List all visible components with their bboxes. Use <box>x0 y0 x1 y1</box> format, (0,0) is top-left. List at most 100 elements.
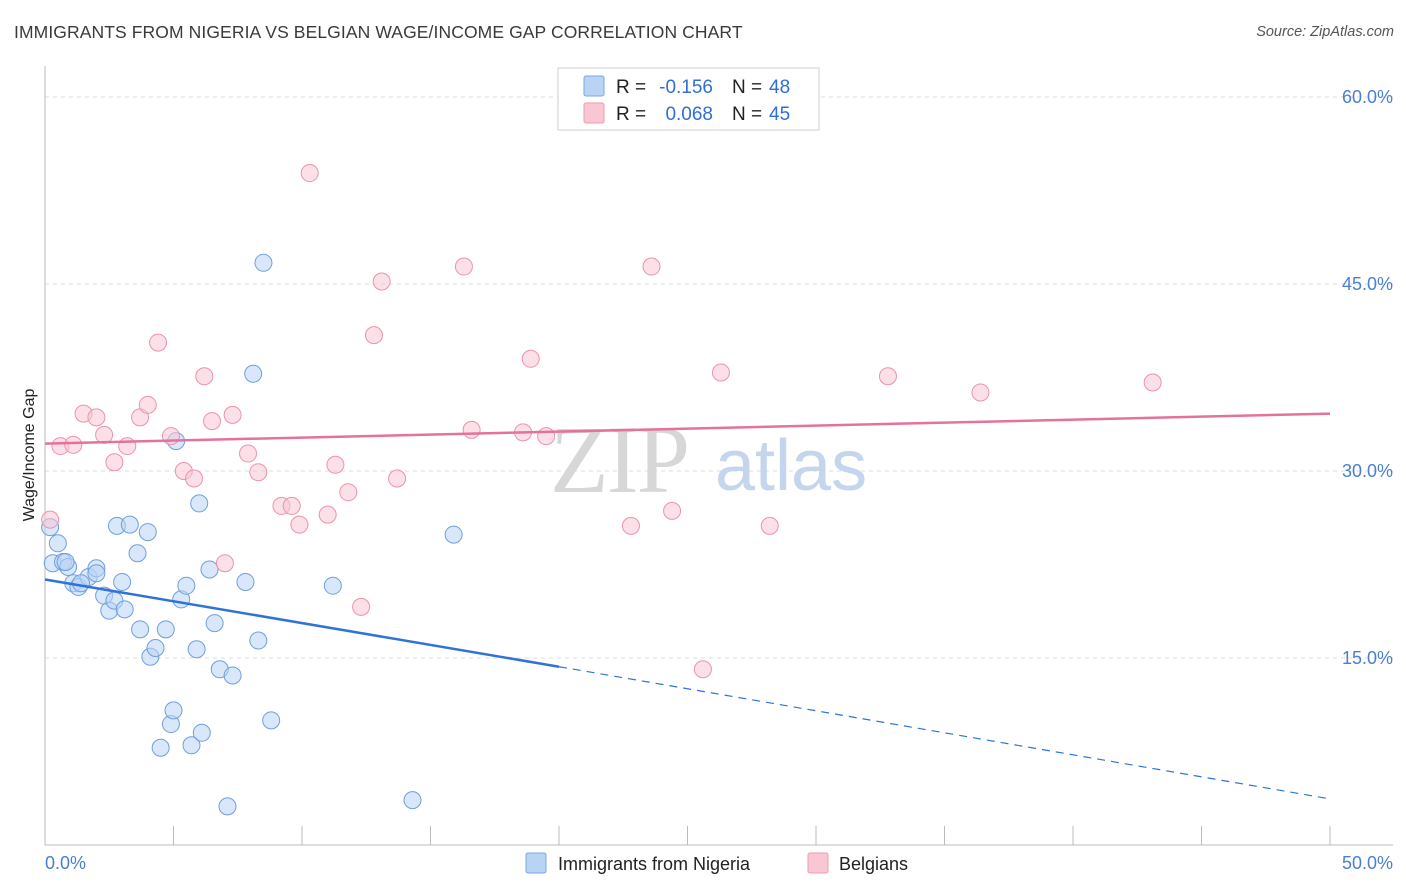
legend-n-value-belgians: 45 <box>769 104 790 125</box>
belgians-point-40 <box>711 363 730 382</box>
watermark-zip: ZIP <box>550 406 688 513</box>
y-tick-label-0: 15.0% <box>1342 648 1393 668</box>
belgians-point-15 <box>203 412 222 431</box>
nigeria-point-46 <box>87 564 106 583</box>
nigeria-point-22 <box>156 620 175 639</box>
nigeria-point-20 <box>146 639 165 658</box>
nigeria-point-31 <box>192 723 211 742</box>
belgians-point-6 <box>105 453 124 472</box>
belgians-point-30 <box>388 469 407 488</box>
belgians-point-25 <box>326 455 345 474</box>
nigeria-point-40 <box>254 253 273 272</box>
belgians-point-38 <box>663 501 682 520</box>
belgians-point-31 <box>454 257 473 276</box>
nigeria-point-15 <box>120 515 139 534</box>
belgians-trend-line <box>44 412 1331 445</box>
belgians-point-26 <box>339 483 358 502</box>
belgians-point-42 <box>878 367 897 386</box>
nigeria-point-35 <box>218 797 237 816</box>
series-belgians-points <box>41 164 1162 679</box>
nigeria-point-47 <box>56 553 75 572</box>
belgians-point-10 <box>149 333 168 352</box>
legend-n-label-belgians: N = <box>732 104 762 125</box>
belgians-point-39 <box>693 660 712 679</box>
nigeria-trend-extension <box>558 666 1331 800</box>
nigeria-point-45 <box>71 574 90 593</box>
nigeria-point-13 <box>113 572 132 591</box>
belgians-point-16 <box>215 554 234 573</box>
nigeria-point-14 <box>115 600 134 619</box>
belgians-point-21 <box>282 496 301 515</box>
legend-r-label-belgians: R = <box>616 104 646 125</box>
legend-n-value-nigeria: 48 <box>769 77 790 98</box>
belgians-point-18 <box>239 444 258 463</box>
belgians-point-5 <box>95 425 114 444</box>
nigeria-point-32 <box>200 560 219 579</box>
belgians-point-43 <box>971 383 990 402</box>
legend-r-value-nigeria: -0.156 <box>659 77 713 98</box>
bottom-legend-label-nigeria: Immigrants from Nigeria <box>558 854 751 874</box>
series-nigeria-points <box>41 253 463 816</box>
belgians-point-11 <box>161 427 180 446</box>
y-axis-title: Wage/Income Gap <box>21 389 38 522</box>
nigeria-point-44 <box>444 525 463 544</box>
legend-r-value-belgians: 0.068 <box>665 104 713 125</box>
nigeria-point-36 <box>223 666 242 685</box>
nigeria-point-41 <box>262 711 281 730</box>
nigeria-trend-line <box>44 578 560 668</box>
belgians-point-27 <box>352 597 371 616</box>
nigeria-point-27 <box>177 576 196 595</box>
nigeria-point-16 <box>128 544 147 563</box>
watermark: ZIP atlas <box>550 406 867 513</box>
legend: R = -0.156 N = 48 R = 0.068 N = 45 <box>557 67 820 131</box>
belgians-point-2 <box>64 435 83 454</box>
belgians-point-34 <box>521 349 540 368</box>
bottom-legend: Immigrants from Nigeria Belgians <box>525 852 908 874</box>
nigeria-point-18 <box>138 523 157 542</box>
y-tick-label-2: 45.0% <box>1342 274 1393 294</box>
belgians-point-44 <box>1143 373 1162 392</box>
belgians-point-14 <box>195 367 214 386</box>
nigeria-point-38 <box>244 364 263 383</box>
belgians-point-28 <box>364 326 383 345</box>
x-tick-labels: 0.0% 50.0% <box>45 853 1393 873</box>
nigeria-point-42 <box>323 576 342 595</box>
bottom-legend-swatch-nigeria <box>525 852 547 874</box>
nigeria-point-37 <box>236 572 255 591</box>
x-tick-label-0: 0.0% <box>45 853 86 873</box>
trend-lines <box>44 412 1331 800</box>
nigeria-point-29 <box>187 640 206 659</box>
nigeria-point-43 <box>403 791 422 810</box>
nigeria-point-30 <box>190 494 209 513</box>
belgians-point-0 <box>41 510 60 529</box>
watermark-atlas: atlas <box>715 426 867 506</box>
chart-title: IMMIGRANTS FROM NIGERIA VS BELGIAN WAGE/… <box>14 22 743 42</box>
y-tick-label-3: 60.0% <box>1342 87 1393 107</box>
belgians-point-29 <box>372 272 391 291</box>
bottom-legend-swatch-belgians <box>807 852 829 874</box>
belgians-point-32 <box>462 420 481 439</box>
belgians-point-24 <box>318 505 337 524</box>
belgians-point-36 <box>621 516 640 535</box>
bottom-legend-label-belgians: Belgians <box>839 854 908 874</box>
nigeria-point-21 <box>151 738 170 757</box>
belgians-point-19 <box>249 463 268 482</box>
nigeria-point-17 <box>131 620 150 639</box>
axes <box>44 66 1393 846</box>
y-tick-labels: 15.0% 30.0% 45.0% 60.0% <box>1342 87 1393 668</box>
belgians-point-41 <box>760 516 779 535</box>
source-label: Source: ZipAtlas.com <box>1256 24 1394 40</box>
legend-swatch-nigeria <box>583 75 605 97</box>
nigeria-point-28 <box>182 736 201 755</box>
belgians-point-7 <box>118 437 137 456</box>
legend-n-label-nigeria: N = <box>732 77 762 98</box>
legend-swatch-belgians <box>583 102 605 124</box>
belgians-point-22 <box>290 515 309 534</box>
belgians-point-35 <box>537 427 556 446</box>
grid-lines <box>45 96 1393 659</box>
belgians-point-17 <box>223 405 242 424</box>
belgians-point-4 <box>87 408 106 427</box>
y-tick-label-1: 30.0% <box>1342 461 1393 481</box>
nigeria-point-33 <box>205 614 224 633</box>
